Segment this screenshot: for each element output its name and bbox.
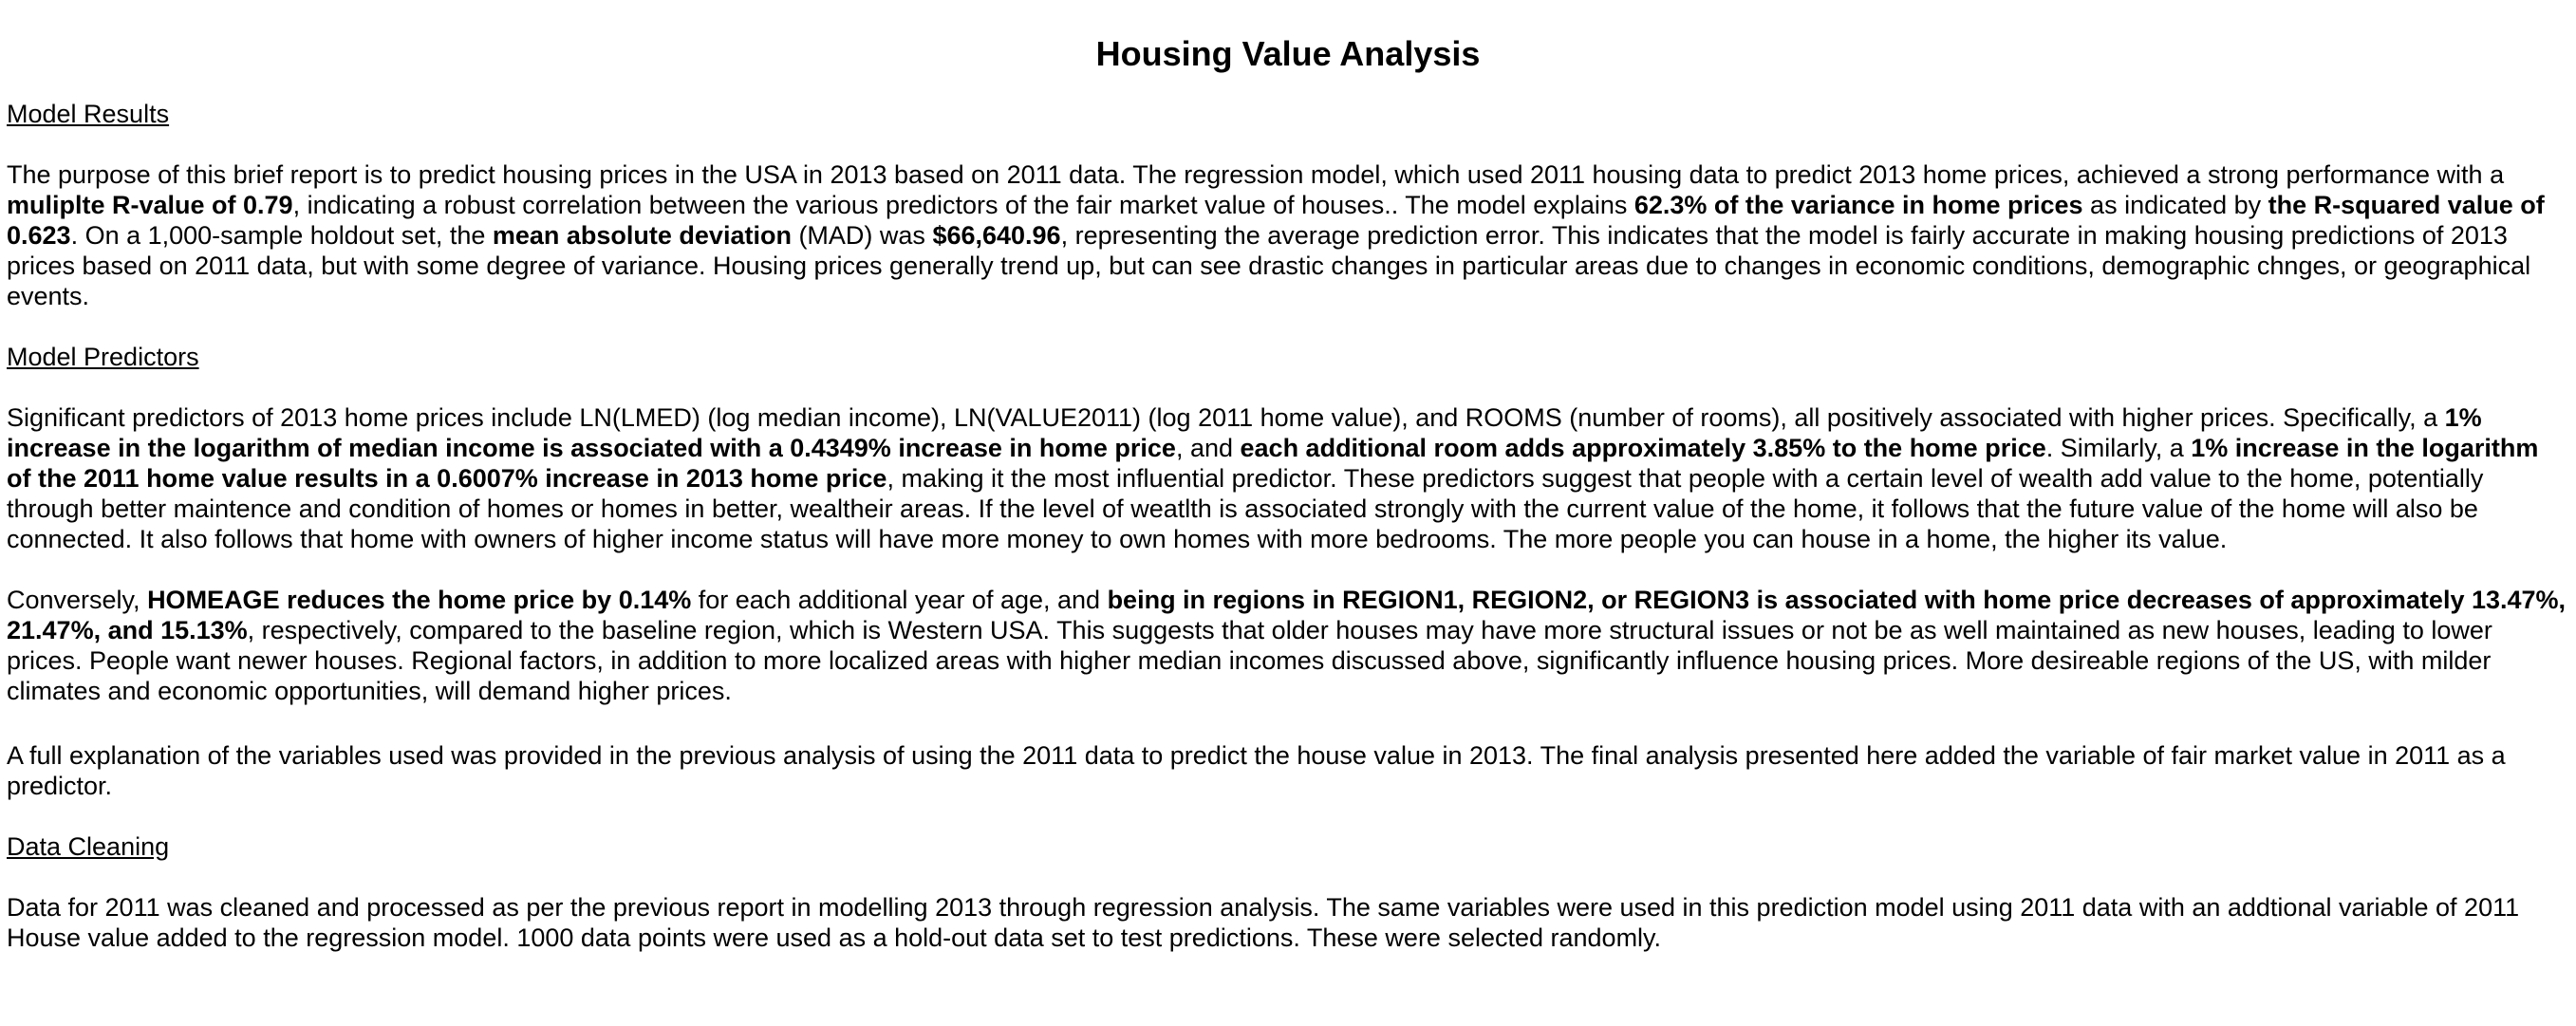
text-run: for each additional year of age, and — [691, 586, 1108, 614]
text-run: . Similarly, a — [2045, 434, 2192, 462]
text-run: Conversely, — [7, 586, 148, 614]
section-heading-model-results: Model Results — [7, 100, 170, 128]
text-run: Significant predictors of 2013 home pric… — [7, 403, 2445, 432]
text-run: . On a 1,000-sample holdout set, the — [70, 221, 493, 250]
bold-text-run: being in regions in REGION1, REGION2, or… — [7, 586, 2567, 644]
paragraph-predictors-explanation: A full explanation of the variables used… — [7, 741, 2506, 800]
text-run: as indicated by — [2082, 191, 2268, 219]
bold-text-run: $66,640.96 — [932, 221, 1061, 250]
bold-text-run: HOMEAGE reduces the home price by 0.14% — [147, 586, 692, 614]
bold-text-run: 62.3% of the variance in home prices — [1633, 191, 2083, 219]
paragraph-predictors-significant: Significant predictors of 2013 home pric… — [7, 402, 2569, 554]
paragraph-data-cleaning: Data for 2011 was cleaned and processed … — [7, 893, 2520, 952]
bold-text-run: each additional room adds approximately … — [1240, 434, 2046, 462]
bold-text-run: 1% increase in the logarithm of median i… — [7, 403, 2482, 462]
bold-text-run: the R-squared value of 0.623 — [7, 191, 2545, 250]
document-title: Housing Value Analysis — [1095, 34, 1481, 73]
text-run: , respectively, compared to the baseline… — [7, 616, 2492, 705]
bold-text-run: mean absolute deviation — [492, 221, 792, 250]
text-run: The purpose of this brief report is to p… — [7, 160, 2505, 189]
bold-text-run: muliplte R-value of 0.79 — [7, 191, 293, 219]
paragraph-model-results: The purpose of this brief report is to p… — [7, 159, 2569, 311]
text-run: , and — [1175, 434, 1241, 462]
text-run: , indicating a robust correlation betwee… — [292, 191, 1634, 219]
section-heading-model-predictors: Model Predictors — [7, 343, 199, 371]
bold-text-run: 1% increase in the logarithm of the 2011… — [7, 434, 2539, 493]
text-run: , representing the average prediction er… — [7, 221, 2531, 310]
text-run: , making it the most influential predict… — [7, 464, 2484, 553]
text-run: (MAD) was — [791, 221, 933, 250]
section-heading-data-cleaning: Data Cleaning — [7, 832, 170, 861]
paragraph-predictors-conversely: Conversely, HOMEAGE reduces the home pri… — [7, 585, 2569, 706]
